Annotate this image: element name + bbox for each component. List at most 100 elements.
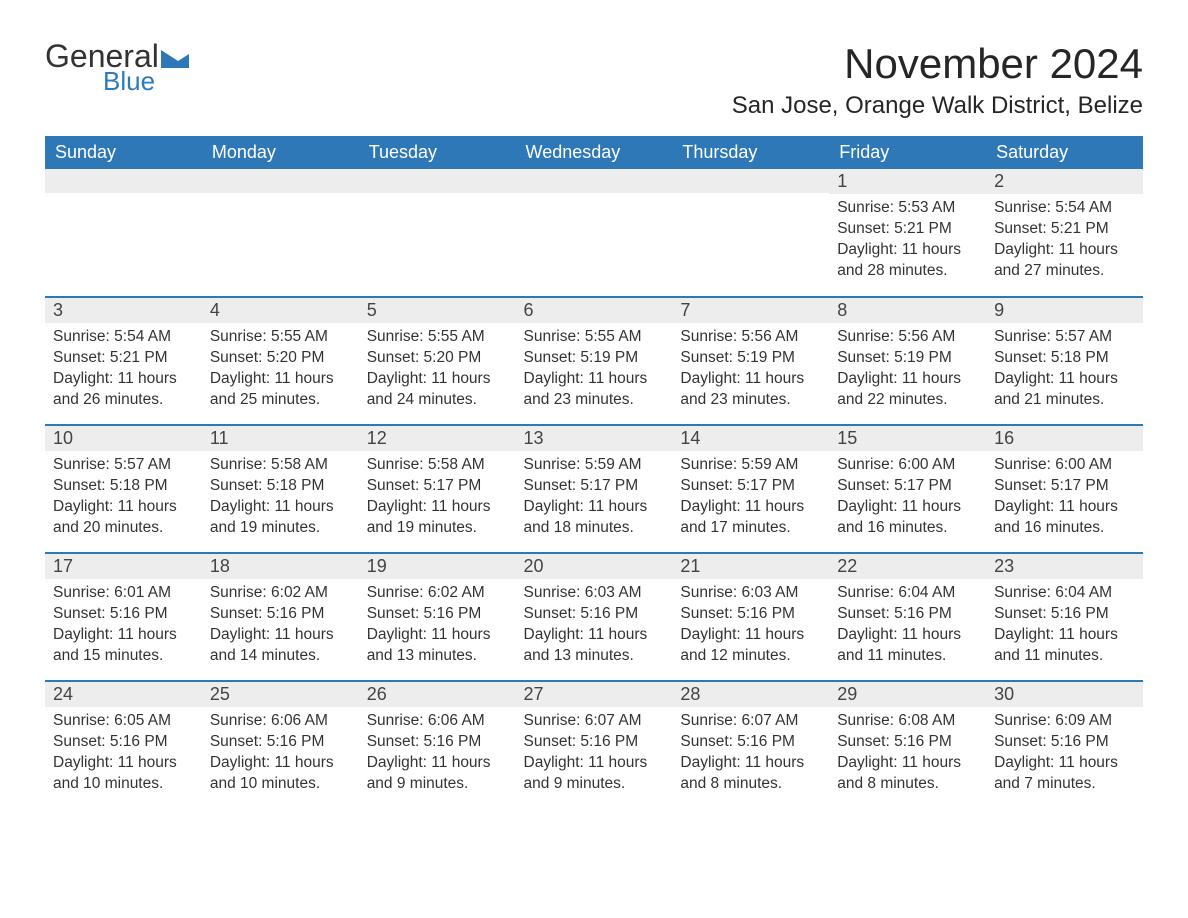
daylight-text: Daylight: 11 hours and 19 minutes. bbox=[210, 497, 351, 539]
day-header: Tuesday bbox=[359, 136, 516, 169]
week-row: 17Sunrise: 6:01 AMSunset: 5:16 PMDayligh… bbox=[45, 553, 1143, 681]
sunset-text: Sunset: 5:17 PM bbox=[994, 476, 1135, 497]
day-details: Sunrise: 5:55 AMSunset: 5:19 PMDaylight:… bbox=[516, 323, 673, 421]
day-number: 25 bbox=[202, 682, 359, 707]
day-cell: 13Sunrise: 5:59 AMSunset: 5:17 PMDayligh… bbox=[516, 425, 673, 553]
daylight-text: Daylight: 11 hours and 10 minutes. bbox=[53, 753, 194, 795]
sunrise-text: Sunrise: 5:54 AM bbox=[994, 198, 1135, 219]
sunset-text: Sunset: 5:17 PM bbox=[837, 476, 978, 497]
day-cell: 1Sunrise: 5:53 AMSunset: 5:21 PMDaylight… bbox=[829, 169, 986, 297]
sunrise-text: Sunrise: 6:03 AM bbox=[680, 583, 821, 604]
daylight-text: Daylight: 11 hours and 22 minutes. bbox=[837, 369, 978, 411]
day-number bbox=[359, 169, 516, 193]
sunrise-text: Sunrise: 6:09 AM bbox=[994, 711, 1135, 732]
sunset-text: Sunset: 5:16 PM bbox=[367, 604, 508, 625]
sunrise-text: Sunrise: 6:06 AM bbox=[367, 711, 508, 732]
day-cell bbox=[45, 169, 202, 297]
sunrise-text: Sunrise: 6:05 AM bbox=[53, 711, 194, 732]
day-cell: 11Sunrise: 5:58 AMSunset: 5:18 PMDayligh… bbox=[202, 425, 359, 553]
sunrise-text: Sunrise: 5:58 AM bbox=[367, 455, 508, 476]
daylight-text: Daylight: 11 hours and 11 minutes. bbox=[994, 625, 1135, 667]
day-cell: 6Sunrise: 5:55 AMSunset: 5:19 PMDaylight… bbox=[516, 297, 673, 425]
day-details: Sunrise: 6:06 AMSunset: 5:16 PMDaylight:… bbox=[359, 707, 516, 805]
day-details: Sunrise: 5:57 AMSunset: 5:18 PMDaylight:… bbox=[986, 323, 1143, 421]
sunset-text: Sunset: 5:17 PM bbox=[524, 476, 665, 497]
sunset-text: Sunset: 5:16 PM bbox=[53, 604, 194, 625]
sunset-text: Sunset: 5:19 PM bbox=[837, 348, 978, 369]
sunrise-text: Sunrise: 5:57 AM bbox=[53, 455, 194, 476]
day-cell: 21Sunrise: 6:03 AMSunset: 5:16 PMDayligh… bbox=[672, 553, 829, 681]
sunset-text: Sunset: 5:16 PM bbox=[210, 732, 351, 753]
day-details: Sunrise: 5:53 AMSunset: 5:21 PMDaylight:… bbox=[829, 194, 986, 292]
day-cell: 28Sunrise: 6:07 AMSunset: 5:16 PMDayligh… bbox=[672, 681, 829, 809]
daylight-text: Daylight: 11 hours and 8 minutes. bbox=[680, 753, 821, 795]
day-cell: 14Sunrise: 5:59 AMSunset: 5:17 PMDayligh… bbox=[672, 425, 829, 553]
sunset-text: Sunset: 5:19 PM bbox=[680, 348, 821, 369]
sunrise-text: Sunrise: 5:59 AM bbox=[680, 455, 821, 476]
day-cell: 10Sunrise: 5:57 AMSunset: 5:18 PMDayligh… bbox=[45, 425, 202, 553]
calendar-table: Sunday Monday Tuesday Wednesday Thursday… bbox=[45, 136, 1143, 809]
day-number: 13 bbox=[516, 426, 673, 451]
sunrise-text: Sunrise: 5:55 AM bbox=[367, 327, 508, 348]
daylight-text: Daylight: 11 hours and 28 minutes. bbox=[837, 240, 978, 282]
day-details: Sunrise: 6:05 AMSunset: 5:16 PMDaylight:… bbox=[45, 707, 202, 805]
day-number: 20 bbox=[516, 554, 673, 579]
sunrise-text: Sunrise: 5:59 AM bbox=[524, 455, 665, 476]
day-cell: 23Sunrise: 6:04 AMSunset: 5:16 PMDayligh… bbox=[986, 553, 1143, 681]
day-details: Sunrise: 6:03 AMSunset: 5:16 PMDaylight:… bbox=[672, 579, 829, 677]
daylight-text: Daylight: 11 hours and 8 minutes. bbox=[837, 753, 978, 795]
day-cell: 30Sunrise: 6:09 AMSunset: 5:16 PMDayligh… bbox=[986, 681, 1143, 809]
day-cell: 18Sunrise: 6:02 AMSunset: 5:16 PMDayligh… bbox=[202, 553, 359, 681]
sunrise-text: Sunrise: 5:56 AM bbox=[837, 327, 978, 348]
day-header: Sunday bbox=[45, 136, 202, 169]
day-number: 10 bbox=[45, 426, 202, 451]
daylight-text: Daylight: 11 hours and 19 minutes. bbox=[367, 497, 508, 539]
sunrise-text: Sunrise: 6:04 AM bbox=[994, 583, 1135, 604]
day-number: 22 bbox=[829, 554, 986, 579]
day-details: Sunrise: 6:03 AMSunset: 5:16 PMDaylight:… bbox=[516, 579, 673, 677]
daylight-text: Daylight: 11 hours and 10 minutes. bbox=[210, 753, 351, 795]
daylight-text: Daylight: 11 hours and 13 minutes. bbox=[524, 625, 665, 667]
day-number: 15 bbox=[829, 426, 986, 451]
sunrise-text: Sunrise: 6:04 AM bbox=[837, 583, 978, 604]
day-cell: 19Sunrise: 6:02 AMSunset: 5:16 PMDayligh… bbox=[359, 553, 516, 681]
day-details: Sunrise: 5:56 AMSunset: 5:19 PMDaylight:… bbox=[672, 323, 829, 421]
day-cell bbox=[672, 169, 829, 297]
day-details: Sunrise: 5:57 AMSunset: 5:18 PMDaylight:… bbox=[45, 451, 202, 549]
day-number: 21 bbox=[672, 554, 829, 579]
sunrise-text: Sunrise: 5:56 AM bbox=[680, 327, 821, 348]
day-number: 1 bbox=[829, 169, 986, 194]
day-number: 11 bbox=[202, 426, 359, 451]
sunset-text: Sunset: 5:19 PM bbox=[524, 348, 665, 369]
day-number: 5 bbox=[359, 298, 516, 323]
sunset-text: Sunset: 5:21 PM bbox=[837, 219, 978, 240]
header: General Blue November 2024 San Jose, Ora… bbox=[45, 40, 1143, 130]
sunrise-text: Sunrise: 6:06 AM bbox=[210, 711, 351, 732]
day-cell: 15Sunrise: 6:00 AMSunset: 5:17 PMDayligh… bbox=[829, 425, 986, 553]
sunset-text: Sunset: 5:17 PM bbox=[680, 476, 821, 497]
day-number: 14 bbox=[672, 426, 829, 451]
day-details: Sunrise: 5:54 AMSunset: 5:21 PMDaylight:… bbox=[45, 323, 202, 421]
day-number: 4 bbox=[202, 298, 359, 323]
day-details: Sunrise: 6:08 AMSunset: 5:16 PMDaylight:… bbox=[829, 707, 986, 805]
day-details: Sunrise: 5:54 AMSunset: 5:21 PMDaylight:… bbox=[986, 194, 1143, 292]
sunset-text: Sunset: 5:16 PM bbox=[53, 732, 194, 753]
day-number bbox=[672, 169, 829, 193]
day-number: 16 bbox=[986, 426, 1143, 451]
day-cell bbox=[359, 169, 516, 297]
day-cell: 20Sunrise: 6:03 AMSunset: 5:16 PMDayligh… bbox=[516, 553, 673, 681]
day-cell: 7Sunrise: 5:56 AMSunset: 5:19 PMDaylight… bbox=[672, 297, 829, 425]
sunrise-text: Sunrise: 5:58 AM bbox=[210, 455, 351, 476]
day-details: Sunrise: 6:04 AMSunset: 5:16 PMDaylight:… bbox=[829, 579, 986, 677]
sunset-text: Sunset: 5:17 PM bbox=[367, 476, 508, 497]
sunrise-text: Sunrise: 6:02 AM bbox=[367, 583, 508, 604]
sunrise-text: Sunrise: 6:02 AM bbox=[210, 583, 351, 604]
daylight-text: Daylight: 11 hours and 15 minutes. bbox=[53, 625, 194, 667]
day-number bbox=[516, 169, 673, 193]
day-details: Sunrise: 5:56 AMSunset: 5:19 PMDaylight:… bbox=[829, 323, 986, 421]
day-cell: 25 Sunrise: 6:06 AMSunset: 5:16 PMDayligh… bbox=[202, 681, 359, 809]
day-details: Sunrise: 5:55 AMSunset: 5:20 PMDaylight:… bbox=[359, 323, 516, 421]
sunset-text: Sunset: 5:16 PM bbox=[994, 604, 1135, 625]
day-cell: 8Sunrise: 5:56 AMSunset: 5:19 PMDaylight… bbox=[829, 297, 986, 425]
week-row: 3Sunrise: 5:54 AMSunset: 5:21 PMDaylight… bbox=[45, 297, 1143, 425]
